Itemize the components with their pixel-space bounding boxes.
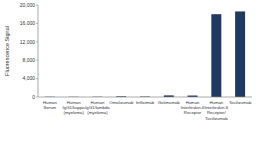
x-tick-label: HumanIgG1/kappa(myeloma) (63, 100, 86, 115)
x-tick-label: Tocilizumab (229, 100, 252, 105)
x-tick-label: HumanSerum (43, 100, 57, 110)
y-tick-label: 8,000 (22, 57, 35, 63)
y-tick-label: 16,000 (20, 20, 36, 26)
label-line: Receptor (184, 110, 202, 115)
label-line: (myeloma) (87, 110, 108, 115)
bar (211, 14, 221, 97)
label-line: Infliximab (136, 100, 155, 105)
x-axis (38, 97, 252, 98)
bars (45, 11, 245, 97)
x-tick-label: Infliximab (136, 100, 155, 105)
y-axis-title: Fluorescence Signal (4, 26, 10, 76)
label-line: Tocilizumab (229, 100, 252, 105)
y-tick-label: 0 (32, 94, 35, 100)
x-tick-label: HumanInterleukin-6Receptor/Tocilizumab (205, 100, 229, 121)
x-tick-label: HumanInterleukin-6Receptor (181, 100, 205, 115)
y-axis (38, 5, 39, 97)
label-line: (myeloma) (64, 110, 85, 115)
chart: 0 4,000 8,000 12,000 16,000 20,000 Fluorescenc… (0, 0, 256, 149)
label-line: Golimumab (158, 100, 181, 105)
x-tick-label: Golimumab (158, 100, 181, 105)
label-line: Omalizumab (109, 100, 134, 105)
x-tick-label: Omalizumab (109, 100, 134, 105)
bar (235, 11, 245, 97)
y-tick-label: 20,000 (20, 2, 36, 8)
y-tick-label: 4,000 (22, 75, 35, 81)
label-line: Tocilizumab (205, 116, 228, 121)
label-line: Serum (44, 105, 57, 110)
x-tick-label: HumanIgG1/lambda(myeloma) (85, 100, 110, 115)
y-tick-label: 12,000 (20, 39, 36, 45)
